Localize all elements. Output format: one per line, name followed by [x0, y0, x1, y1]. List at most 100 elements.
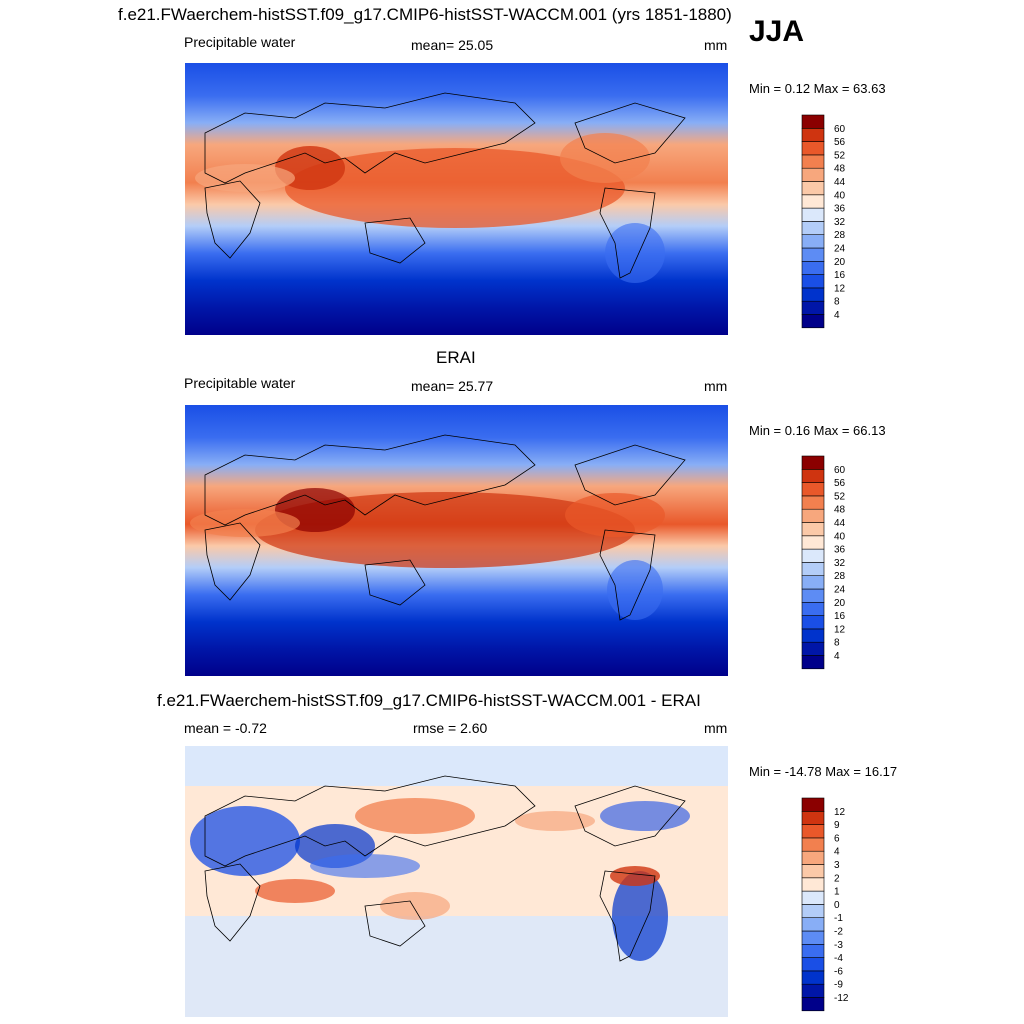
panel-2-map [185, 405, 728, 676]
colorbar-tick-label: 4 [834, 847, 840, 858]
colorbar-tick-label: 56 [834, 478, 846, 489]
colorbar-swatch [801, 508, 825, 523]
colorbar-tick-label: 28 [834, 230, 846, 241]
colorbar-tick-label: 28 [834, 571, 846, 582]
colorbar-tick-label: 32 [834, 217, 846, 228]
colorbar-swatch [801, 628, 825, 643]
colorbar-swatch [801, 548, 825, 563]
colorbar-swatch [801, 207, 825, 222]
panel-3-mean-label: mean = -0.72 [184, 720, 267, 736]
panel-3-rmse-label: rmse = 2.60 [413, 720, 488, 736]
colorbar-tick-label: 1 [834, 887, 840, 898]
panel-1-warm-pool [285, 148, 625, 228]
panel-2-africa-band [190, 509, 300, 537]
panel-1-units-label: mm [704, 37, 728, 53]
colorbar-tick-label: 12 [834, 283, 846, 294]
panel-3-australia-wet [380, 892, 450, 920]
colorbar-swatch [801, 314, 825, 329]
colorbar-swatch [801, 455, 825, 470]
colorbar-tick-label: 20 [834, 257, 846, 268]
colorbar-swatch [801, 655, 825, 670]
colorbar-tick-label: 24 [834, 244, 846, 255]
colorbar-tick-label: 9 [834, 820, 840, 831]
colorbar-tick-label: 36 [834, 545, 846, 556]
colorbar-swatch [801, 917, 825, 932]
colorbar-tick-label: 52 [834, 150, 846, 161]
colorbar-tick-label: 36 [834, 204, 846, 215]
colorbar-swatch [801, 114, 825, 129]
colorbar-swatch [801, 300, 825, 315]
colorbar-swatch [801, 495, 825, 510]
colorbar-tick-label: 52 [834, 491, 846, 502]
colorbar-swatch [801, 797, 825, 812]
colorbar-swatch [801, 837, 825, 852]
colorbar-swatch [801, 535, 825, 550]
colorbar-swatch [801, 522, 825, 537]
colorbar-tick-label: 40 [834, 531, 846, 542]
colorbar-swatch [801, 274, 825, 289]
colorbar-swatch [801, 824, 825, 839]
colorbar-tick-label: 16 [834, 270, 846, 281]
colorbar-tick-label: -4 [834, 953, 843, 964]
colorbar-tick-label: -3 [834, 940, 843, 951]
colorbar-swatch [801, 641, 825, 656]
colorbar-swatch [801, 141, 825, 156]
panel-3-units-label: mm [704, 720, 728, 736]
colorbar-swatch [801, 615, 825, 630]
colorbar-tick-label: 24 [834, 585, 846, 596]
panel-2-title: ERAI [436, 348, 476, 367]
colorbar-tick-label: 16 [834, 611, 846, 622]
colorbar-tick-label: 56 [834, 137, 846, 148]
colorbar-swatch [801, 850, 825, 865]
colorbar-tick-label: 8 [834, 638, 840, 649]
colorbar-swatch [801, 904, 825, 919]
panel-2-coastlines [204, 434, 686, 621]
panel-2-minmax-label: Min = 0.16 Max = 66.13 [749, 423, 886, 438]
panel-2-south-america-dry [607, 560, 663, 620]
colorbar-swatch [801, 247, 825, 262]
colorbar-tick-label: -12 [834, 993, 849, 1004]
colorbar-swatch [801, 983, 825, 998]
colorbar-tick-label: -2 [834, 927, 843, 938]
colorbar-tick-label: 40 [834, 190, 846, 201]
colorbar-tick-label: 4 [834, 651, 840, 662]
panel-3-map [185, 746, 728, 1017]
colorbar-swatch [801, 181, 825, 196]
colorbar-tick-label: 0 [834, 900, 840, 911]
panel-2-variable-label: Precipitable water [184, 375, 296, 391]
colorbar-swatch [801, 602, 825, 616]
colorbar-swatch [801, 234, 825, 249]
colorbar-tick-label: 3 [834, 860, 840, 871]
colorbar-tick-label: 20 [834, 598, 846, 609]
panel-3-south-america-dry [612, 871, 668, 961]
panel-3-title: f.e21.FWaerchem-histSST.f09_g17.CMIP6-hi… [157, 691, 701, 710]
colorbar-swatch [801, 469, 825, 483]
panel-2-units-label: mm [704, 378, 728, 394]
colorbar-tick-label: -9 [834, 980, 843, 991]
colorbar-swatch [801, 877, 825, 892]
panel-3-indian-ocean-wet [255, 879, 335, 903]
colorbar-swatch [801, 944, 825, 958]
panel-3-north-atlantic-dry [600, 801, 690, 831]
panel-3-north-band [185, 746, 728, 786]
colorbar-swatch [801, 957, 825, 972]
colorbar-tick-label: 32 [834, 558, 846, 569]
panel-3-coastlines [204, 775, 686, 962]
colorbar-swatch [801, 167, 825, 182]
panel-3-africa-dry [190, 806, 300, 876]
panel-1-south-america-dry [605, 223, 665, 283]
panel-2-mean-label: mean= 25.77 [411, 378, 494, 394]
panel-1-map [185, 63, 728, 335]
colorbar-swatch [801, 128, 825, 142]
colorbar-tick-label: 2 [834, 873, 840, 884]
colorbar-tick-label: 12 [834, 624, 846, 635]
panel-1-mean-label: mean= 25.05 [411, 37, 494, 53]
panel-1-coastlines [204, 92, 686, 279]
panel-1-variable-label: Precipitable water [184, 34, 296, 50]
colorbar-tick-label: 8 [834, 297, 840, 308]
colorbar-swatch [801, 890, 825, 905]
colorbar-tick-label: 4 [834, 310, 840, 321]
